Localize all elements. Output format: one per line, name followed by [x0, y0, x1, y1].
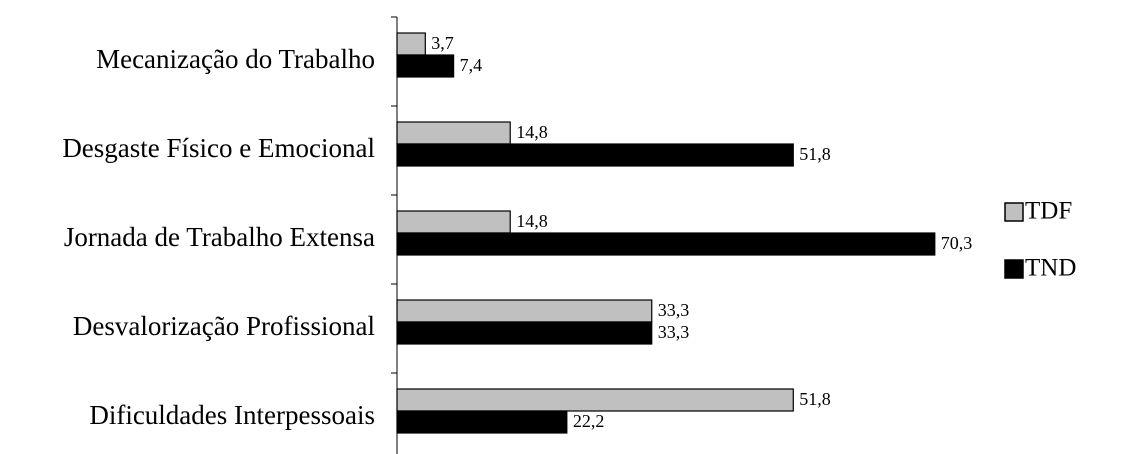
bars [396, 32, 936, 434]
value-label-tnd-desgaste-fisico-e-emocional: 51,8 [799, 144, 831, 164]
value-label-tdf-mecanizacao-do-trabalho: 3,7 [431, 33, 454, 53]
value-labels: 3,7 7,4 14,8 51,8 14,8 70,3 33,333,3 51,8 22,2 [431, 33, 972, 431]
bar-tnd-desgaste-fisico-e-emocional [396, 143, 794, 167]
category-label-mecanizacao-do-trabalho: Mecanização do Trabalho [96, 44, 375, 74]
category-labels: Mecanização do Trabalho Desgaste Físico e… [62, 44, 375, 430]
value-label-tdf-dificuldades-interpessoais: 51,8 [799, 389, 831, 409]
category-label-dificuldades-interpessoais: Dificuldades Interpessoais [89, 400, 375, 430]
bar-tdf-mecanizacao-do-trabalho [396, 32, 426, 56]
bar-tnd-desvalorizacao-profissional [396, 321, 653, 345]
bar-tdf-desvalorizacao-profissional [396, 299, 653, 323]
legend-label-tdf: TDF [1025, 198, 1072, 225]
category-label-jornada-de-trabalho-extensa: Jornada de Trabalho Extensa [64, 222, 375, 252]
value-label-tnd-mecanizacao-do-trabalho: 7,4 [460, 55, 483, 75]
legend-swatch-tdf [1004, 202, 1024, 222]
category-label-desvalorizacao-profissional: Desvalorização Profissional [73, 311, 375, 341]
bar-tdf-jornada-de-trabalho-extensa [396, 210, 511, 234]
value-label-tnd-jornada-de-trabalho-extensa: 70,3 [941, 233, 973, 253]
value-label-tdf-desgaste-fisico-e-emocional: 14,8 [516, 122, 548, 142]
bar-tdf-dificuldades-interpessoais [396, 388, 794, 412]
value-label-tdf-jornada-de-trabalho-extensa: 14,8 [516, 211, 548, 231]
bar-tnd-dificuldades-interpessoais [396, 410, 568, 434]
category-label-desgaste-fisico-e-emocional: Desgaste Físico e Emocional [62, 133, 375, 163]
value-label-tnd-dificuldades-interpessoais: 22,2 [573, 411, 605, 431]
bar-tdf-desgaste-fisico-e-emocional [396, 121, 511, 145]
bar-tnd-mecanizacao-do-trabalho [396, 54, 455, 78]
value-label-tdf-desvalorizacao-profissional: 33,3 [658, 300, 690, 320]
legend-label-tnd: TND [1025, 255, 1076, 282]
legend: TDF TND [1004, 198, 1076, 282]
legend-swatch-tnd [1004, 259, 1024, 279]
bar-tnd-jornada-de-trabalho-extensa [396, 232, 936, 256]
y-axis [391, 16, 398, 454]
value-label-tnd-desvalorizacao-profissional: 33,3 [658, 322, 690, 342]
